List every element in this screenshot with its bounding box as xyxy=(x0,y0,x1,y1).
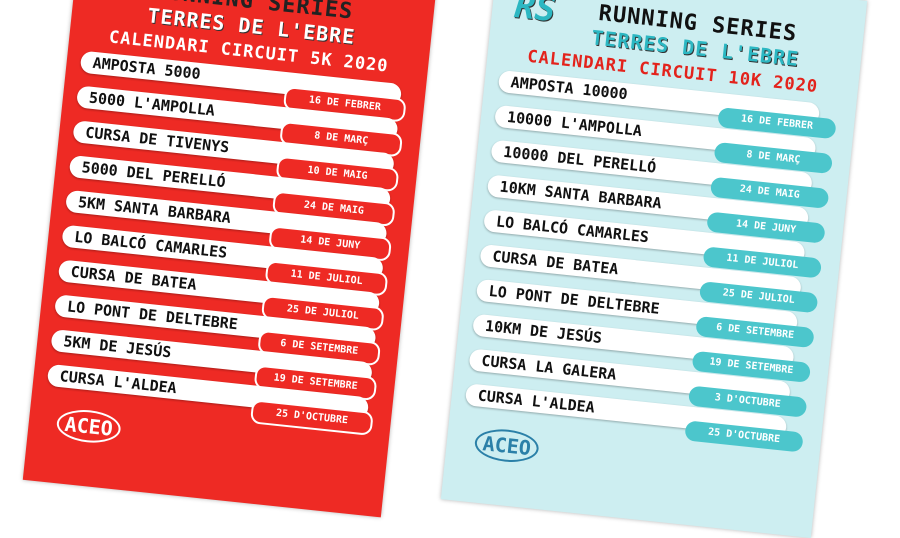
poster-10k: RS RUNNING SERIES TERRES DE L'EBRE CALEN… xyxy=(440,0,868,538)
poster-5k: RUNNING SERIES TERRES DE L'EBRE CALENDAR… xyxy=(22,0,438,518)
logo: ACEO xyxy=(55,407,123,446)
race-list: AMPOSTA 5000 16 DE FEBRER 5000 L'AMPOLLA 8 … xyxy=(31,49,426,436)
logo: ACEO xyxy=(473,426,541,465)
page: RUNNING SERIES TERRES DE L'EBRE CALENDAR… xyxy=(22,0,868,538)
badge: RS xyxy=(512,0,558,31)
race-list: AMPOSTA 10000 16 DE FEBRER 10000 L'AMPOLLA… xyxy=(449,68,856,455)
